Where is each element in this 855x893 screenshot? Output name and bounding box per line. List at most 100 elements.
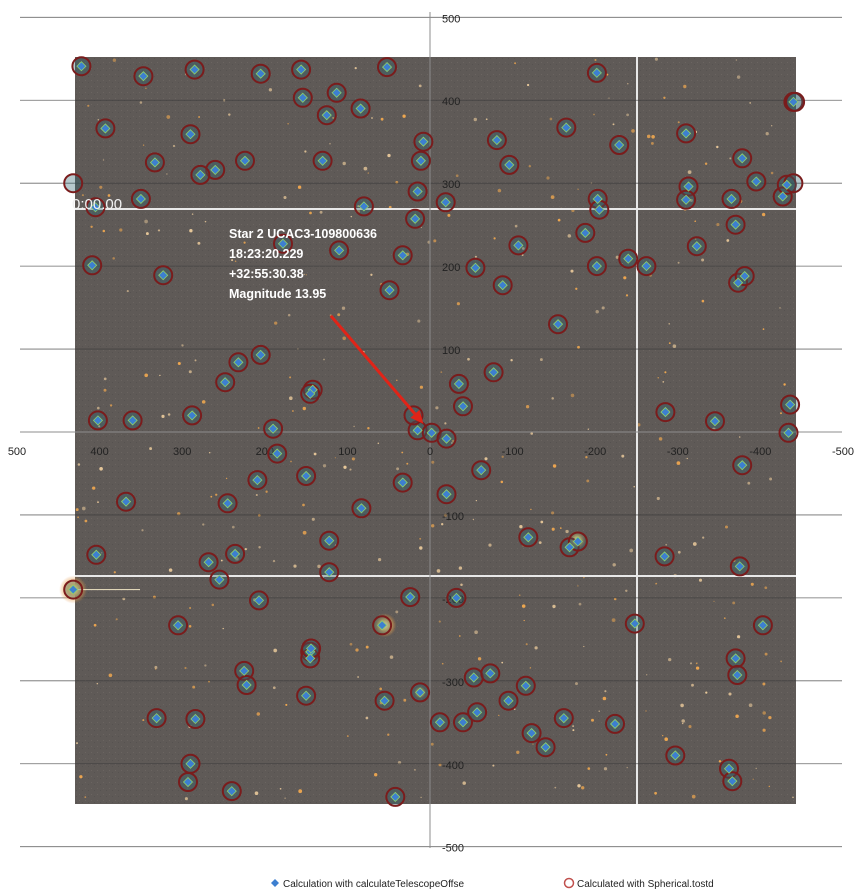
ring-marker <box>63 173 84 194</box>
faint-star <box>431 460 435 464</box>
faint-star <box>560 527 562 529</box>
faint-star <box>477 657 482 661</box>
faint-star <box>683 84 687 89</box>
faint-star <box>77 463 81 466</box>
faint-star <box>420 796 422 799</box>
faint-star <box>92 486 96 490</box>
faint-star <box>633 486 635 488</box>
faint-star <box>625 589 628 593</box>
faint-star <box>107 194 111 197</box>
diamond-marker <box>324 535 335 546</box>
faint-star <box>438 620 441 623</box>
faint-star <box>724 525 729 529</box>
faint-star <box>691 794 696 799</box>
faint-star <box>575 682 578 686</box>
faint-star <box>735 59 738 61</box>
faint-star <box>680 703 684 708</box>
diamond-marker <box>189 64 200 75</box>
diamond-marker <box>397 250 408 261</box>
star-annotation: Star 2 UCAC3-109800636 18:23:20.229 +32:… <box>229 227 424 424</box>
faint-star <box>762 711 766 715</box>
faint-star <box>591 718 594 722</box>
diamond-marker <box>214 574 225 585</box>
faint-star <box>572 725 574 727</box>
faint-star <box>387 733 390 736</box>
diamond-marker <box>683 181 694 192</box>
faint-star <box>552 604 556 609</box>
faint-star <box>738 436 741 438</box>
faint-star <box>351 457 355 461</box>
faint-star <box>549 117 553 121</box>
faint-star <box>557 218 561 222</box>
diamond-marker <box>149 157 161 168</box>
diamond-marker <box>255 68 266 79</box>
faint-star <box>662 381 665 383</box>
faint-star <box>440 371 443 373</box>
diamond-marker <box>182 776 194 788</box>
faint-star <box>197 241 201 245</box>
diamond-marker <box>381 61 393 73</box>
diamond-marker <box>418 136 429 147</box>
diamond-marker <box>239 665 250 676</box>
diamond-marker <box>195 169 206 180</box>
diamond-marker <box>76 61 87 72</box>
diamond-marker <box>210 164 221 175</box>
faint-star <box>265 490 268 493</box>
faint-star <box>418 84 422 88</box>
faint-star <box>688 725 692 729</box>
faint-star <box>473 117 477 122</box>
faint-star <box>177 361 181 366</box>
gridlines <box>20 16 842 848</box>
faint-star <box>662 734 664 737</box>
faint-star <box>313 452 317 456</box>
faint-star <box>529 667 532 669</box>
faint-star <box>498 714 500 717</box>
faint-star <box>113 571 116 574</box>
faint-star <box>75 508 79 512</box>
faint-star <box>208 451 211 454</box>
diamond-marker <box>90 202 101 213</box>
faint-star <box>752 778 754 780</box>
faint-star <box>645 710 647 712</box>
faint-star <box>665 543 668 546</box>
faint-star <box>538 541 542 544</box>
faint-star <box>755 767 757 770</box>
mosaic-seams <box>75 57 796 804</box>
faint-star <box>672 344 677 348</box>
faint-star <box>621 454 625 458</box>
faint-star <box>188 625 192 628</box>
diamond-marker <box>751 176 762 187</box>
diamond-marker <box>185 129 196 140</box>
diamond-marker <box>552 319 564 330</box>
diamond-marker <box>730 653 741 664</box>
faint-star <box>762 328 765 330</box>
faint-star <box>287 313 291 317</box>
faint-star <box>201 400 206 404</box>
faint-star <box>631 129 635 133</box>
faint-star <box>167 413 171 416</box>
diamond-marker <box>737 460 748 471</box>
diamond-marker <box>267 423 279 434</box>
diamond-marker <box>305 653 316 664</box>
annotation-arrow <box>329 314 417 415</box>
faint-star <box>302 530 307 535</box>
faint-star <box>501 661 504 664</box>
faint-star <box>724 617 726 619</box>
faint-star <box>474 630 478 635</box>
faint-star <box>357 205 360 208</box>
faint-star <box>668 323 670 325</box>
faint-star <box>762 682 766 686</box>
faint-star <box>395 610 399 614</box>
x-tick-label: -300 <box>667 446 689 458</box>
faint-star <box>526 83 530 87</box>
diamond-marker <box>734 561 745 572</box>
faint-star <box>485 118 488 121</box>
diamond-marker <box>301 690 312 701</box>
legend: Calculation with calculateTelescopeOffse… <box>271 877 714 890</box>
diamond-marker <box>324 567 335 578</box>
diamond-marker <box>331 87 342 98</box>
faint-star <box>779 307 781 309</box>
faint-star <box>430 742 434 746</box>
diamond-marker <box>377 620 388 631</box>
faint-star <box>577 585 579 587</box>
